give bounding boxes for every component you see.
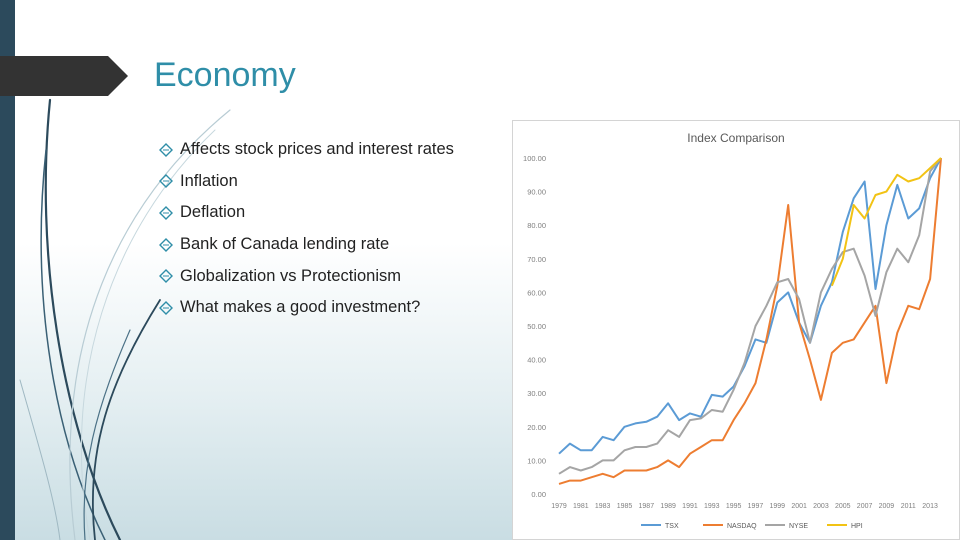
y-tick-label: 50.00	[527, 322, 546, 331]
x-tick-label: 2003	[813, 503, 829, 510]
x-tick-label: 1991	[682, 503, 698, 510]
series-line-tsx	[558, 157, 942, 455]
x-tick-label: 1979	[551, 503, 567, 510]
legend-label-hpi: HPI	[851, 523, 863, 530]
left-accent-bar	[0, 0, 15, 540]
x-tick-label: 1983	[595, 503, 611, 510]
x-tick-label: 1993	[704, 503, 720, 510]
x-tick-label: 1981	[573, 503, 589, 510]
diamond-bullet-icon	[159, 174, 173, 189]
y-tick-label: 70.00	[527, 255, 546, 264]
slide-title: Economy	[154, 56, 296, 94]
diamond-bullet-icon	[159, 237, 173, 252]
x-tick-label: 2007	[857, 503, 873, 510]
bullet-text: Bank of Canada lending rate	[180, 235, 390, 254]
y-tick-label: 30.00	[527, 389, 546, 398]
x-tick-label: 1985	[617, 503, 633, 510]
bullet-list: Affects stock prices and interest rates …	[158, 134, 454, 324]
y-tick-label: 0.00	[531, 490, 546, 499]
index-comparison-chart: Index Comparison 0.00 10.00 20.00 30.00 40.0…	[512, 120, 960, 540]
diamond-bullet-icon	[159, 142, 173, 157]
bullet-text: Globalization vs Protectionism	[180, 266, 402, 285]
legend-label-nyse: NYSE	[789, 523, 808, 530]
bullet-text: Deflation	[180, 203, 246, 222]
decorative-swoosh-lines	[19, 98, 231, 540]
x-tick-label: 1989	[660, 503, 676, 510]
title-tab-shape	[0, 56, 128, 96]
bullet-text: Inflation	[180, 171, 238, 190]
y-tick-label: 10.00	[527, 456, 546, 465]
x-tick-label: 1995	[726, 503, 742, 510]
diamond-bullet-icon	[159, 300, 173, 315]
x-tick-label: 1997	[748, 503, 764, 510]
y-tick-label: 80.00	[527, 221, 546, 230]
bullet-item: Inflation	[158, 166, 454, 198]
x-tick-label: 2009	[879, 503, 895, 510]
bullet-item: Affects stock prices and interest rates	[158, 134, 454, 166]
y-tick-label: 100.00	[523, 154, 546, 163]
bullet-item: What makes a good investment?	[158, 292, 454, 324]
x-tick-label: 2011	[901, 503, 916, 510]
series-line-nasdaq	[558, 157, 942, 485]
bullet-item: Bank of Canada lending rate	[158, 229, 454, 261]
legend-label-tsx: TSX	[665, 523, 679, 530]
x-tick-label: 2001	[791, 503, 807, 510]
x-tick-label: 2005	[835, 503, 851, 510]
x-tick-label: 1987	[639, 503, 655, 510]
legend-label-nasdaq: NASDAQ	[727, 523, 757, 530]
series-line-nyse	[558, 157, 942, 475]
x-tick-label: 2013	[922, 503, 938, 510]
diamond-bullet-icon	[159, 269, 173, 284]
bullet-item: Globalization vs Protectionism	[158, 260, 454, 292]
y-tick-label: 40.00	[527, 356, 546, 365]
bullet-text: Affects stock prices and interest rates	[180, 140, 454, 159]
diamond-bullet-icon	[159, 205, 173, 220]
y-tick-label: 90.00	[527, 188, 546, 197]
bullet-item: Deflation	[158, 197, 454, 229]
series-line-hpi	[830, 157, 942, 287]
bullet-text: What makes a good investment?	[180, 298, 421, 317]
chart-title: Index Comparison	[687, 131, 784, 145]
chart-canvas: Index Comparison 0.00 10.00 20.00 30.00 40.0…	[523, 131, 942, 530]
y-tick-label: 60.00	[527, 288, 546, 297]
x-tick-label: 1999	[769, 503, 785, 510]
y-tick-label: 20.00	[527, 423, 546, 432]
